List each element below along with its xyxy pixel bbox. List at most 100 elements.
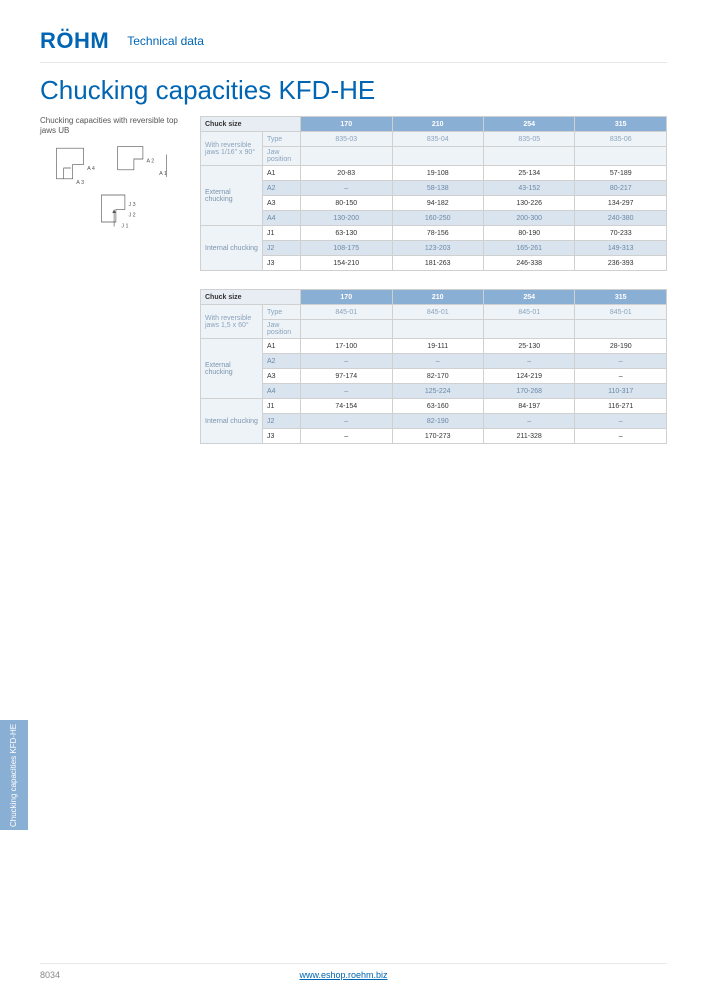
data-cell: 70-233 [575, 226, 667, 241]
data-cell: 19-108 [392, 166, 483, 181]
svg-text:J 1: J 1 [121, 224, 128, 230]
data-cell: 63-130 [301, 226, 392, 241]
page-number: 8034 [40, 970, 60, 980]
row-label: J3 [263, 429, 301, 444]
data-cell: 25-134 [483, 166, 574, 181]
logo: RÖHM [40, 28, 109, 54]
data-cell: 116-271 [575, 399, 667, 414]
data-cell: – [301, 384, 392, 399]
data-cell: 125-224 [392, 384, 483, 399]
data-cell: 57-189 [575, 166, 667, 181]
data-cell: 17-100 [301, 339, 392, 354]
data-cell: 134-297 [575, 196, 667, 211]
svg-text:A 1: A 1 [159, 171, 167, 177]
data-cell: – [575, 369, 667, 384]
data-cell: 58-138 [392, 181, 483, 196]
tables-area: Chuck size170210254315With reversible ja… [200, 116, 667, 462]
data-cell: 19-111 [392, 339, 483, 354]
row-label: A2 [263, 354, 301, 369]
size-header: 315 [575, 117, 667, 132]
data-cell: 200-300 [483, 211, 574, 226]
data-cell: 43-152 [483, 181, 574, 196]
data-cell: 80-190 [483, 226, 574, 241]
header-divider [40, 62, 667, 63]
footer-link[interactable]: www.eshop.roehm.biz [299, 970, 387, 980]
footer: 8034 www.eshop.roehm.biz [40, 963, 667, 980]
data-cell: – [392, 354, 483, 369]
svg-text:A 2: A 2 [147, 159, 155, 165]
jaw-diagram: A 4 A 3 A 2 A 1 J 3 J 2 J 1 [40, 141, 190, 231]
data-cell: 130-226 [483, 196, 574, 211]
group-label: External chucking [201, 339, 263, 399]
data-cell: 78-156 [392, 226, 483, 241]
row-label: J3 [263, 256, 301, 271]
data-cell: – [575, 414, 667, 429]
type-value: 835-04 [392, 132, 483, 147]
svg-text:A 4: A 4 [87, 166, 95, 172]
type-value: 845-01 [392, 305, 483, 320]
data-cell: – [301, 354, 392, 369]
data-cell: 20-83 [301, 166, 392, 181]
size-header: 254 [483, 290, 574, 305]
content: Chucking capacities with reversible top … [0, 116, 707, 462]
data-cell: 181-263 [392, 256, 483, 271]
jawpos-label: Jaw position [263, 147, 301, 166]
type-value: 845-01 [483, 305, 574, 320]
data-cell: 236-393 [575, 256, 667, 271]
group-label: Internal chucking [201, 226, 263, 271]
data-cell: – [483, 354, 574, 369]
data-cell: 246-338 [483, 256, 574, 271]
data-cell: 74-154 [301, 399, 392, 414]
size-header: 170 [301, 290, 392, 305]
data-cell: 84-197 [483, 399, 574, 414]
row-label: A3 [263, 196, 301, 211]
page-title: Chucking capacities KFD-HE [40, 75, 707, 106]
jawpos-label: Jaw position [263, 320, 301, 339]
data-cell: 80-217 [575, 181, 667, 196]
row-label: J1 [263, 399, 301, 414]
data-cell: 82-170 [392, 369, 483, 384]
svg-text:A 3: A 3 [76, 180, 84, 186]
data-cell: 63-160 [392, 399, 483, 414]
data-cell: 160-250 [392, 211, 483, 226]
data-cell: 124-219 [483, 369, 574, 384]
size-header: 254 [483, 117, 574, 132]
data-cell: 97-174 [301, 369, 392, 384]
type-value: 835-05 [483, 132, 574, 147]
data-cell: 80-150 [301, 196, 392, 211]
data-cell: 82-190 [392, 414, 483, 429]
sub-caption: Chucking capacities with reversible top … [40, 116, 190, 135]
data-cell: – [301, 429, 392, 444]
data-cell: – [575, 354, 667, 369]
data-cell: 25-130 [483, 339, 574, 354]
group-label: Internal chucking [201, 399, 263, 444]
data-cell: 240-380 [575, 211, 667, 226]
data-cell: – [483, 414, 574, 429]
left-column: Chucking capacities with reversible top … [40, 116, 190, 462]
row-label: A4 [263, 384, 301, 399]
row-label: A4 [263, 211, 301, 226]
type-value: 835-06 [575, 132, 667, 147]
type-value: 845-01 [575, 305, 667, 320]
row-label: A1 [263, 339, 301, 354]
size-header: 315 [575, 290, 667, 305]
capacity-table-2: Chuck size170210254315 With reversible ja… [200, 289, 667, 444]
data-cell: – [575, 429, 667, 444]
data-cell: 165-261 [483, 241, 574, 256]
svg-text:J 3: J 3 [129, 202, 136, 208]
jaw-label: With reversible jaws 1,5 x 60° [201, 305, 263, 339]
chuck-size-header: Chuck size [201, 290, 301, 305]
data-cell: 28-190 [575, 339, 667, 354]
data-cell: 110-317 [575, 384, 667, 399]
type-value: 845-01 [301, 305, 392, 320]
size-header: 170 [301, 117, 392, 132]
data-cell: 154-210 [301, 256, 392, 271]
data-cell: 130-200 [301, 211, 392, 226]
type-value: 835-03 [301, 132, 392, 147]
data-cell: 123-203 [392, 241, 483, 256]
data-cell: 170-268 [483, 384, 574, 399]
type-label: Type [263, 305, 301, 320]
data-cell: 94-182 [392, 196, 483, 211]
size-header: 210 [392, 290, 483, 305]
side-tab: Chucking capacities KFD-HE [0, 720, 28, 830]
